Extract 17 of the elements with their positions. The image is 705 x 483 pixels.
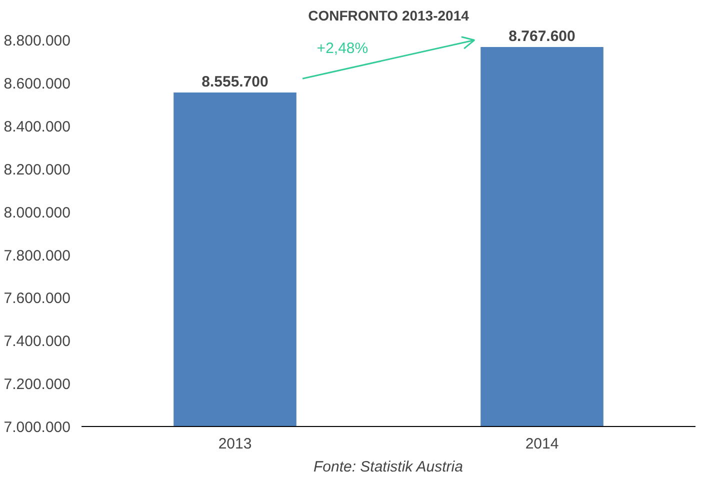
y-tick-label: 8.800.000 [4, 32, 71, 50]
y-tick-label: 7.800.000 [4, 247, 71, 264]
y-tick-label: 8.200.000 [4, 161, 71, 178]
annotation: +2,48% [316, 40, 368, 58]
y-tick-label: 7.200.000 [4, 376, 71, 394]
data-label: 8.767.600 [508, 28, 576, 46]
y-tick-label: 7.000.000 [4, 419, 71, 436]
x-tick-label: 2013 [218, 436, 252, 452]
y-tick-label: 8.600.000 [4, 76, 71, 93]
y-tick-label: 7.600.000 [4, 290, 71, 308]
source-note: Fonte: Statistik Austria [313, 458, 463, 476]
chart-title: CONFRONTO 2013-2014 [308, 8, 470, 24]
y-tick-label: 8.000.000 [4, 204, 71, 222]
data-label: 8.555.700 [202, 74, 268, 91]
x-tick-label: 2014 [525, 436, 559, 452]
y-tick-label: 7.400.000 [4, 333, 71, 350]
y-tick-label: 8.400.000 [4, 118, 71, 136]
